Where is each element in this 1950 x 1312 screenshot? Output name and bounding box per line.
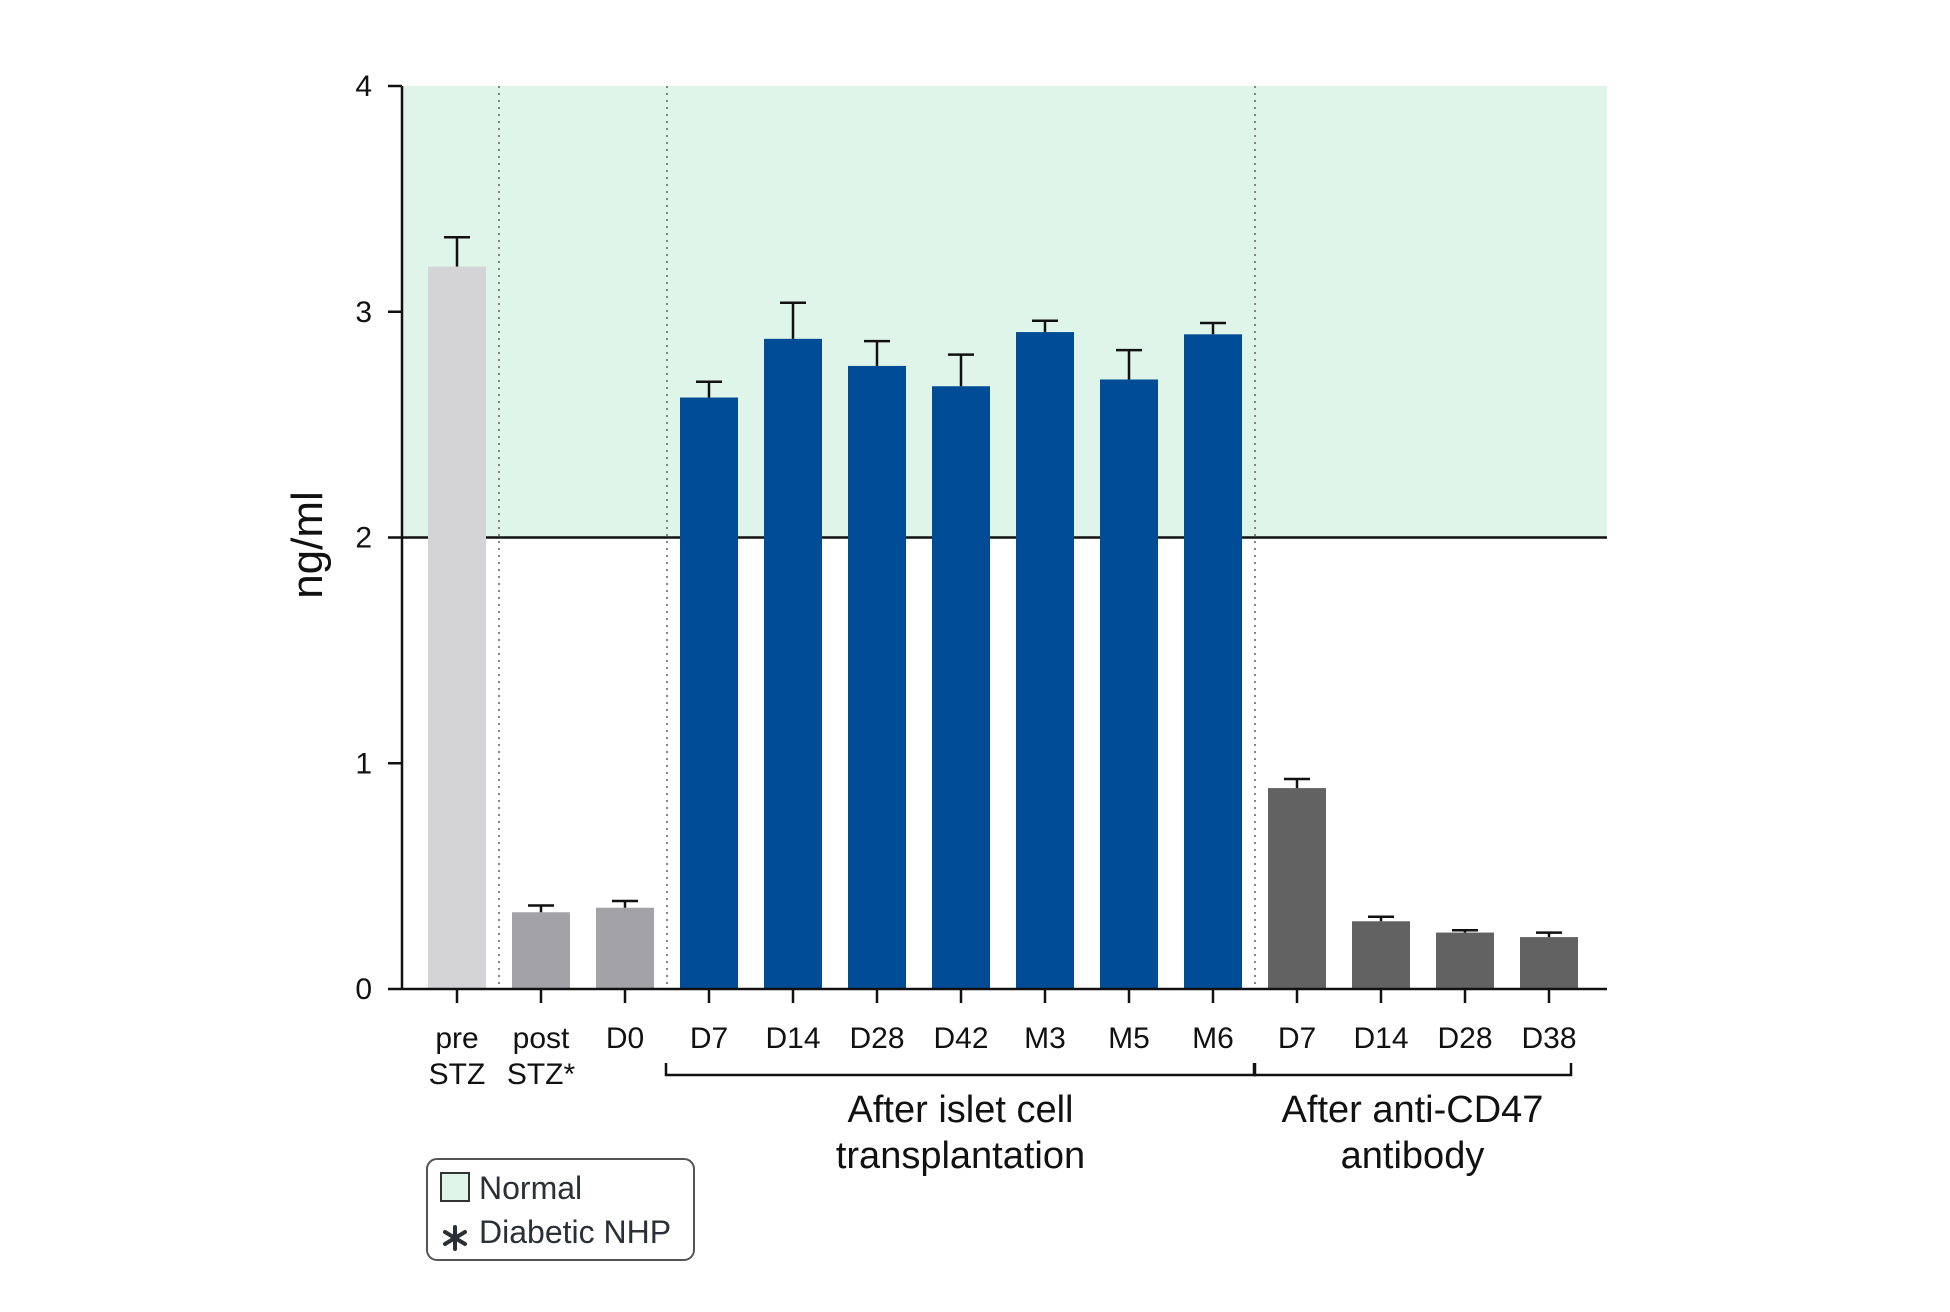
y-axis: 0 1 2 3 4 [355, 70, 404, 1006]
group-label-0-0: After islet cell [848, 1089, 1074, 1131]
bar-0 [428, 266, 486, 990]
group-label-1-0: After anti-CD47 [1282, 1089, 1544, 1131]
bar-1 [512, 912, 570, 989]
y-axis-title: ng/ml [283, 491, 332, 599]
bar-2 [596, 907, 654, 989]
normal-range-band [403, 86, 1607, 538]
x-tick-label-1-0: post [513, 1022, 570, 1055]
y-tick-label-2: 2 [355, 522, 372, 555]
legend: Normal Diabetic NHP [426, 1158, 695, 1261]
x-tick-label-6-0: D42 [933, 1022, 988, 1055]
y-tick-label-1: 1 [355, 747, 372, 780]
bar-6 [932, 386, 990, 989]
x-tick-label-9-0: M6 [1192, 1022, 1234, 1055]
y-tick-label-3: 3 [355, 296, 372, 329]
asterisk-icon [443, 1225, 467, 1251]
x-tick-label-4-0: D14 [765, 1022, 820, 1055]
x-tick-label-5-0: D28 [849, 1022, 904, 1055]
y-tick-label-4: 4 [355, 70, 372, 103]
legend-diabetic-label: Diabetic NHP [479, 1214, 671, 1250]
bar-7 [1016, 332, 1074, 989]
bar-9 [1184, 334, 1242, 989]
x-tick-label-7-0: M3 [1024, 1022, 1066, 1055]
group-label-1-1: antibody [1341, 1135, 1485, 1177]
bar-4 [764, 338, 822, 990]
x-tick-label-2-0: D0 [606, 1022, 644, 1055]
x-tick-label-13-0: D38 [1521, 1022, 1576, 1055]
x-tick-label-0-0: pre [435, 1022, 478, 1055]
x-tick-label-12-0: D28 [1437, 1022, 1492, 1055]
bar-11 [1352, 921, 1410, 989]
x-tick-label-8-0: M5 [1108, 1022, 1150, 1055]
x-tick-label-0-1: STZ [429, 1058, 486, 1091]
legend-frame [426, 1158, 695, 1261]
x-tick-label-10-0: D7 [1278, 1022, 1316, 1055]
bar-12 [1436, 932, 1494, 989]
bar-10 [1268, 788, 1326, 989]
bar-3 [680, 397, 738, 989]
legend-normal-label: Normal [479, 1170, 582, 1206]
x-tick-label-3-0: D7 [690, 1022, 728, 1055]
group-bracket-1 [1252, 1063, 1573, 1077]
group-label-0-1: transplantation [836, 1135, 1085, 1177]
bar-5 [848, 365, 906, 989]
bar-8 [1100, 379, 1158, 990]
group-bracket-0 [664, 1063, 1257, 1077]
legend-normal-swatch [440, 1172, 470, 1202]
y-tick-label-0: 0 [355, 973, 372, 1006]
x-tick-label-11-0: D14 [1353, 1022, 1408, 1055]
x-tick-label-1-1: STZ* [507, 1058, 576, 1091]
bar-13 [1520, 937, 1578, 989]
bars [428, 236, 1578, 990]
